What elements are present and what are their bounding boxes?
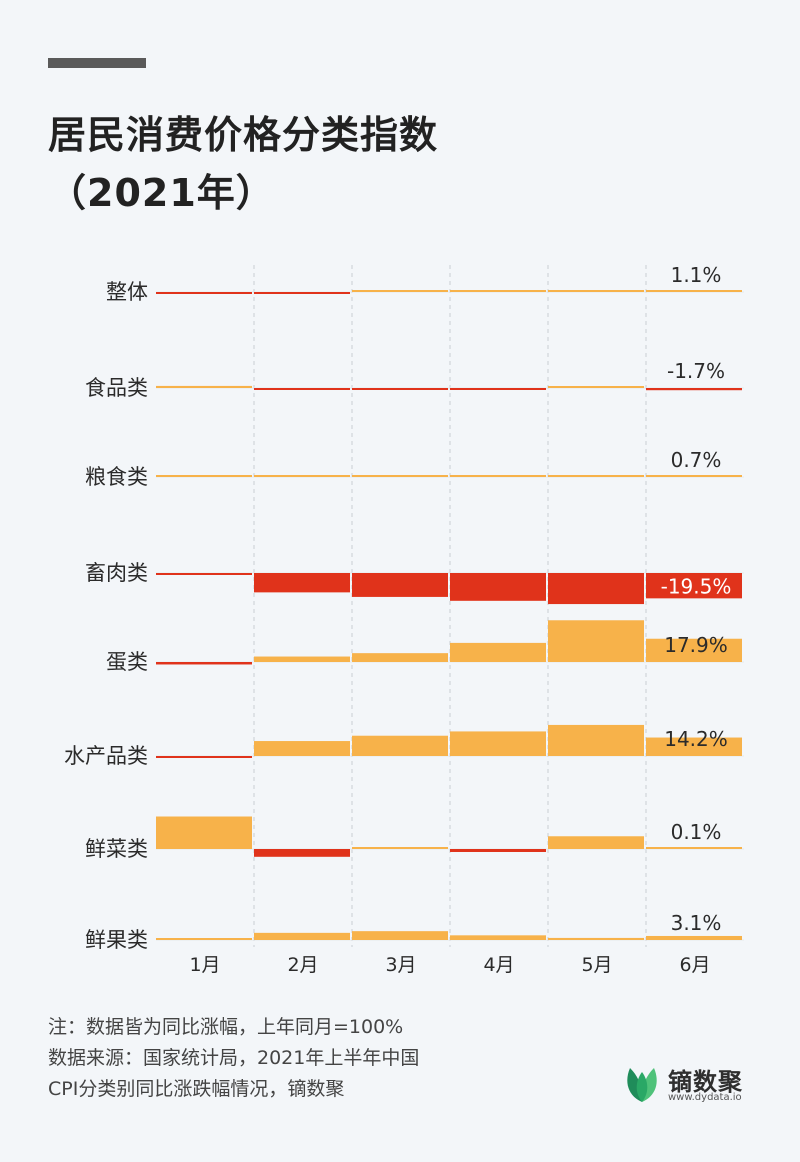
- x-tick-label: 3月: [385, 954, 416, 976]
- bar: [450, 642, 546, 662]
- x-tick-label: 4月: [483, 954, 514, 976]
- bar: [548, 724, 644, 756]
- bar: [646, 388, 742, 391]
- row-label: 食品类: [85, 376, 148, 400]
- bar: [548, 290, 644, 292]
- bar: [352, 475, 448, 477]
- bar: [548, 386, 644, 388]
- footnote: 注：数据皆为同比涨幅，上年同月=100% 数据来源：国家统计局，2021年上半年…: [48, 1012, 419, 1105]
- bar: [156, 756, 252, 758]
- bar: [254, 741, 350, 756]
- bar: [254, 475, 350, 477]
- row-label: 粮食类: [85, 465, 148, 489]
- chart-title-year: （2021年）: [48, 171, 275, 215]
- bar: [352, 931, 448, 940]
- bar: [450, 475, 546, 477]
- bar: [352, 847, 448, 849]
- bar: [646, 290, 742, 292]
- bar: [254, 573, 350, 593]
- bar: [646, 737, 742, 756]
- bar: [450, 290, 546, 292]
- row-label: 畜肉类: [85, 561, 148, 585]
- bar: [646, 847, 742, 849]
- bar: [254, 932, 350, 940]
- bar: [254, 292, 350, 294]
- bar: [450, 849, 546, 852]
- bar: [352, 290, 448, 292]
- bar: [254, 849, 350, 857]
- footnote-source-line2: CPI分类别同比涨跌幅情况，镝数聚: [48, 1078, 345, 1100]
- data-label: 0.1%: [671, 820, 722, 844]
- bar: [156, 475, 252, 477]
- x-tick-label: 1月: [189, 954, 220, 976]
- footnote-source-line1: 数据来源：国家统计局，2021年上半年中国: [48, 1047, 420, 1069]
- bar: [646, 573, 742, 599]
- x-tick-label: 2月: [287, 954, 318, 976]
- bar: [450, 731, 546, 756]
- bar: [548, 573, 644, 605]
- row-label: 蛋类: [106, 650, 148, 674]
- top-accent-bar: [48, 58, 146, 68]
- data-label: 3.1%: [671, 911, 722, 935]
- bar: [352, 573, 448, 597]
- bar: [156, 816, 252, 849]
- data-label: 1.1%: [671, 263, 722, 287]
- brand-logo: 镝数聚 www.dydata.io: [620, 1060, 770, 1110]
- x-tick-label: 6月: [679, 954, 710, 976]
- bar: [156, 292, 252, 294]
- bar: [156, 385, 252, 388]
- row-label: 鲜果类: [85, 928, 148, 952]
- bar: [352, 735, 448, 756]
- chart-title: 居民消费价格分类指数: [48, 113, 439, 157]
- bar: [352, 653, 448, 662]
- bar: [254, 388, 350, 390]
- brand-url: www.dydata.io: [668, 1092, 742, 1103]
- row-label: 鲜菜类: [85, 837, 148, 861]
- bar: [548, 620, 644, 662]
- bar: [156, 573, 252, 575]
- bar: [450, 935, 546, 940]
- bar: [450, 573, 546, 601]
- row-label: 水产品类: [64, 744, 148, 768]
- chart-area: 整体 1.1% 食品类 -1.7% 粮食类 0.7% 畜肉类 -19.5% 蛋类 17.9% 水产品…: [64, 263, 744, 976]
- data-label: 14.2%: [664, 727, 728, 751]
- bar: [450, 388, 546, 390]
- data-label: 0.7%: [671, 448, 722, 472]
- bar: [646, 638, 742, 662]
- bar: [548, 836, 644, 849]
- leaf-logo-icon: [627, 1068, 657, 1102]
- data-label: -19.5%: [661, 575, 732, 599]
- bar: [646, 475, 742, 477]
- footnote-note: 注：数据皆为同比涨幅，上年同月=100%: [48, 1016, 404, 1038]
- bar: [352, 388, 448, 390]
- x-tick-label: 5月: [581, 954, 612, 976]
- bar: [548, 937, 644, 940]
- row-label: 整体: [106, 280, 148, 304]
- data-label: -1.7%: [667, 359, 725, 383]
- bar: [646, 935, 742, 940]
- brand-name: 镝数聚: [668, 1068, 743, 1096]
- bar: [156, 662, 252, 665]
- data-label: 17.9%: [664, 633, 728, 657]
- bar: [254, 656, 350, 662]
- bar: [156, 938, 252, 940]
- bar: [548, 475, 644, 477]
